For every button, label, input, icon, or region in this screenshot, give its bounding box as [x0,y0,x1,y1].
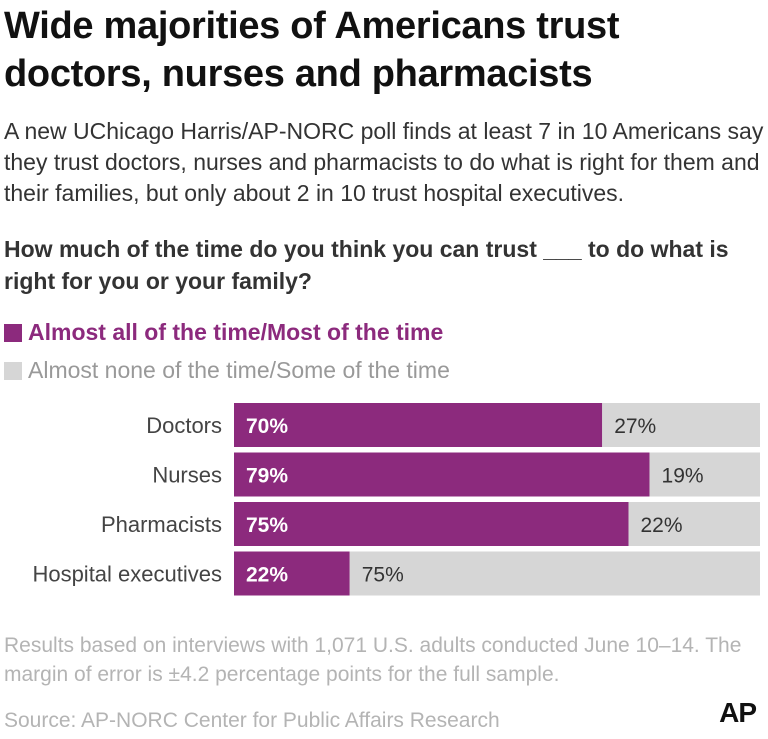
bar-most-pharmacists [234,502,629,546]
bar-most-hospital-executives [234,551,350,596]
legend-swatch-most [4,324,22,342]
data-label-some-pharmacists: 22% [641,514,683,537]
data-label-most-nurses: 79% [246,465,288,488]
bar-some-pharmacists [628,502,760,546]
data-label-some-doctors: 27% [614,415,656,438]
category-label-hospital-executives: Hospital executives [32,562,222,587]
source-line: Source: AP-NORC Center for Public Affair… [4,709,500,732]
data-label-most-pharmacists: 75% [246,514,288,537]
data-label-most-doctors: 70% [246,415,288,438]
bar-most-doctors [234,403,603,447]
data-label-some-hospital-executives: 75% [362,564,404,587]
survey-question: How much of the time do you think you ca… [4,236,729,294]
chart-subtitle: A new UChicago Harris/AP-NORC poll finds… [4,118,764,206]
methodology-note: Results based on interviews with 1,071 U… [4,634,742,686]
bar-some-doctors [602,403,760,447]
ap-logo: AP [719,697,757,728]
bar-some-hospital-executives [349,551,760,596]
legend-label-most: Almost all of the time/Most of the time [28,319,444,345]
category-label-nurses: Nurses [152,463,222,488]
legend-item-most: Almost all of the time/Most of the time [4,318,443,346]
bar-most-nurses [234,452,650,497]
category-label-doctors: Doctors [146,413,222,438]
legend-label-some: Almost none of the time/Some of the time [28,357,450,383]
data-label-most-hospital-executives: 22% [246,564,288,587]
bar-some-nurses [649,452,760,497]
legend-swatch-some [4,362,22,380]
chart-title: Wide majorities of Americans trust docto… [4,5,620,95]
bar-chart: Doctors 70% 27% Nurses 79% 19% Pharmacists 75% 2… [32,403,760,596]
data-label-some-nurses: 19% [662,465,704,488]
category-label-pharmacists: Pharmacists [101,512,222,537]
legend-item-some: Almost none of the time/Some of the time [4,356,450,384]
